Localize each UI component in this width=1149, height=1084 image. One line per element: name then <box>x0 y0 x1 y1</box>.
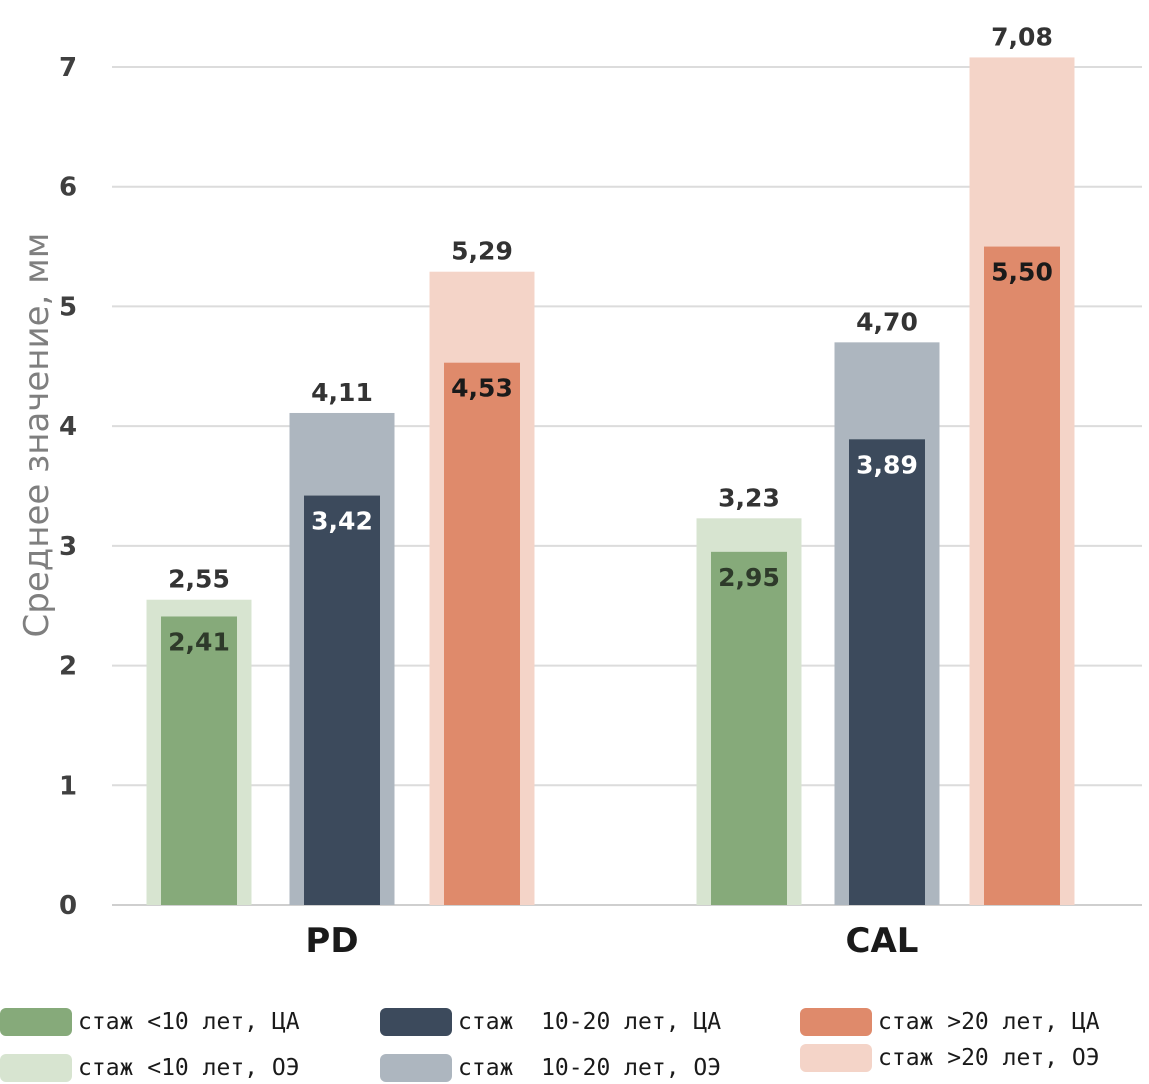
bar-inner-CAL-1 <box>711 551 787 905</box>
y-tick-label-1: 1 <box>59 771 77 801</box>
bar-inner-CAL-2 <box>849 439 925 905</box>
legend: стаж <10 лет, ЦА стаж 10-20 лет, ЦА стаж… <box>0 1000 1149 1082</box>
y-tick-label-7: 7 <box>59 53 77 83</box>
category-label-PD: PD <box>305 921 358 961</box>
value-label-outer-CAL-2: 4,70 <box>856 307 918 336</box>
bars <box>146 57 1075 906</box>
legend-item-2: стаж 10-20 лет, ЦА <box>380 1006 721 1038</box>
value-label-outer-PD-2: 4,11 <box>311 378 373 407</box>
y-tick-label-5: 5 <box>59 292 77 322</box>
legend-swatch-5 <box>380 1054 452 1082</box>
y-tick-label-4: 4 <box>59 412 77 442</box>
legend-label-6: стаж >20 лет, ОЭ <box>878 1045 1100 1071</box>
legend-label-5: стаж 10-20 лет, ОЭ <box>458 1055 722 1081</box>
x-axis-categories: PD CAL <box>305 921 918 961</box>
y-tick-label-3: 3 <box>59 532 77 562</box>
legend-label-1: стаж <10 лет, ЦА <box>78 1009 300 1035</box>
bar-inner-PD-2 <box>304 495 380 905</box>
value-label-inner-CAL-1: 2,95 <box>718 563 780 592</box>
value-label-inner-PD-3: 4,53 <box>451 374 513 403</box>
legend-item-3: стаж >20 лет, ЦА <box>800 1006 1100 1038</box>
legend-item-6: стаж >20 лет, ОЭ <box>800 1042 1100 1074</box>
y-axis-title: Среднее значение, мм <box>17 233 57 638</box>
bar-inner-PD-3 <box>444 362 520 905</box>
y-tick-label-0: 0 <box>59 891 77 921</box>
value-label-outer-PD-3: 5,29 <box>451 237 513 266</box>
value-label-inner-CAL-3: 5,50 <box>991 258 1053 287</box>
legend-label-4: стаж <10 лет, ОЭ <box>78 1055 300 1081</box>
legend-swatch-2 <box>380 1008 452 1036</box>
legend-swatch-4 <box>0 1054 72 1082</box>
legend-swatch-1 <box>0 1008 72 1036</box>
gridlines <box>112 66 1142 906</box>
value-label-inner-CAL-2: 3,89 <box>856 450 918 479</box>
value-label-inner-PD-2: 3,42 <box>311 507 373 536</box>
legend-label-2: стаж 10-20 лет, ЦА <box>458 1009 722 1035</box>
value-label-inner-PD-1: 2,41 <box>168 627 230 656</box>
y-tick-label-6: 6 <box>59 173 77 203</box>
legend-item-5: стаж 10-20 лет, ОЭ <box>380 1052 721 1084</box>
legend-label-3: стаж >20 лет, ЦА <box>878 1009 1100 1035</box>
legend-item-1: стаж <10 лет, ЦА <box>0 1006 300 1038</box>
value-label-outer-PD-1: 2,55 <box>168 565 230 594</box>
legend-swatch-3 <box>800 1008 872 1036</box>
chart-plot: 0 1 2 3 4 5 6 7 Среднее значение, мм 2,55 2,41 4,… <box>17 22 1142 961</box>
legend-swatch-6 <box>800 1044 872 1072</box>
y-tick-label-2: 2 <box>59 652 77 682</box>
bar-inner-PD-1 <box>161 616 237 905</box>
data-labels: 2,55 2,41 4,11 3,42 5,29 4,53 3,23 2,95 4,70 3,89… <box>168 22 1053 656</box>
value-label-outer-CAL-1: 3,23 <box>718 483 780 512</box>
y-axis-ticks: 0 1 2 3 4 5 6 7 <box>59 53 77 921</box>
bar-inner-CAL-3 <box>984 246 1060 906</box>
category-label-CAL: CAL <box>846 921 919 961</box>
legend-item-4: стаж <10 лет, ОЭ <box>0 1052 300 1084</box>
value-label-outer-CAL-3: 7,08 <box>991 22 1053 51</box>
